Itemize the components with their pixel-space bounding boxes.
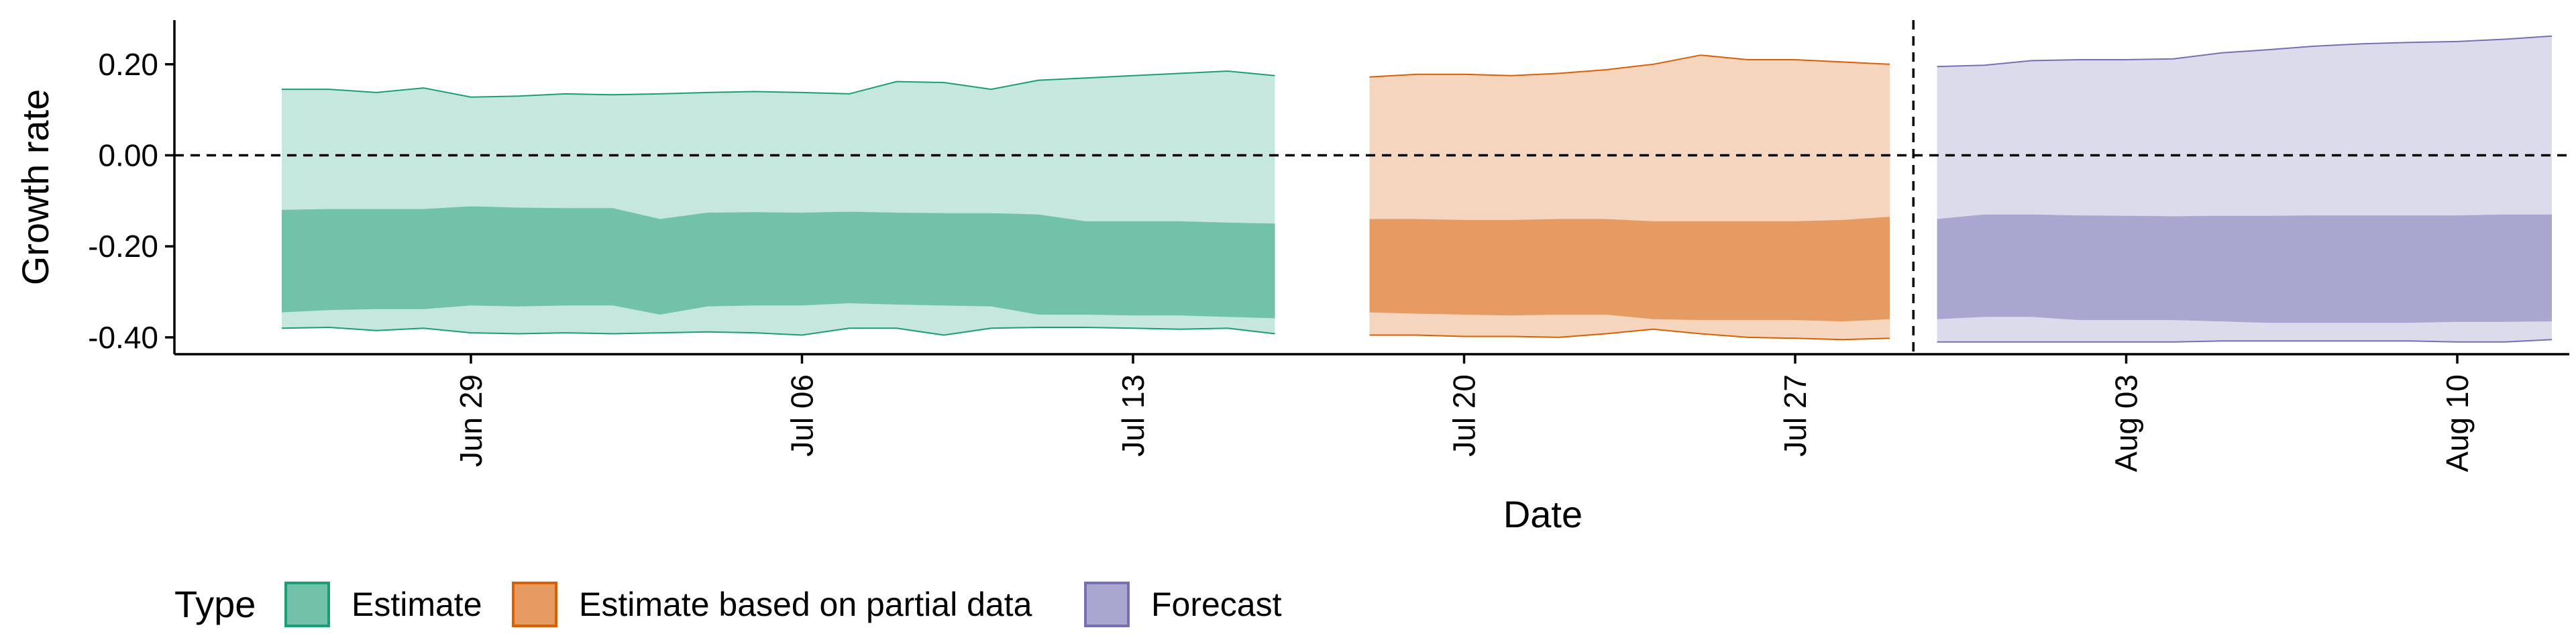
axes: 0.20 0.00 -0.20 -0.40 Jun 29 Jul 06 Jul 13 Jul … bbox=[14, 20, 2569, 535]
legend-label-estimate: Estimate bbox=[352, 586, 482, 623]
forecast-upper-line bbox=[1937, 35, 2553, 68]
x-tick-label: Aug 10 bbox=[2440, 374, 2475, 472]
y-axis-title: Growth rate bbox=[14, 89, 56, 286]
x-tick-label: Jul 06 bbox=[785, 374, 820, 457]
y-tick-label: -0.20 bbox=[88, 229, 158, 264]
x-tick-label: Jun 29 bbox=[453, 374, 488, 467]
x-tick-label: Jul 20 bbox=[1447, 374, 1482, 457]
legend-key-forecast bbox=[1084, 582, 1130, 627]
x-tick-label: Jul 13 bbox=[1116, 374, 1150, 457]
x-axis-title: Date bbox=[1503, 493, 1582, 535]
y-tick-label: 0.20 bbox=[98, 47, 158, 82]
series-bands bbox=[281, 35, 2553, 343]
x-tick-label: Aug 03 bbox=[2109, 374, 2144, 472]
legend-label-forecast: Forecast bbox=[1151, 586, 1282, 623]
reference-lines bbox=[174, 20, 2569, 354]
y-tick-label: 0.00 bbox=[98, 138, 158, 173]
forecast-band-50 bbox=[1937, 214, 2552, 323]
estimate-upper-line bbox=[282, 70, 1275, 98]
legend-label-estimate-based-on-partial-data: Estimate based on partial data bbox=[579, 586, 1032, 623]
y-tick-label: -0.40 bbox=[88, 320, 158, 355]
estimate-based-on-partial-data-lower-line bbox=[1369, 328, 1890, 341]
legend-key-estimate bbox=[284, 582, 330, 627]
estimate-band-50 bbox=[282, 206, 1275, 319]
legend: Type Estimate Estimate based on partial da… bbox=[174, 582, 1282, 627]
legend-key-estimate-based-on-partial-data bbox=[512, 582, 557, 627]
forecast-lower-line bbox=[1937, 339, 2553, 343]
estimate-based-on-partial-data-upper-line bbox=[1369, 54, 1890, 78]
legend-title: Type bbox=[174, 583, 256, 625]
estimate-based-on-partial-data-band-50 bbox=[1369, 217, 1890, 322]
estimate-lower-line bbox=[281, 326, 1275, 336]
x-tick-label: Jul 27 bbox=[1778, 374, 1813, 457]
